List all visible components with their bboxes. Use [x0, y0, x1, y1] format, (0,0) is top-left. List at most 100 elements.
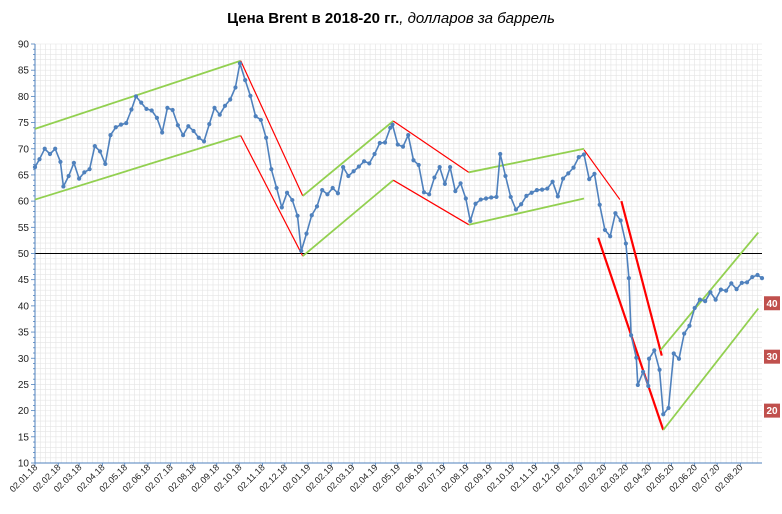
price-point — [427, 192, 432, 197]
price-point — [144, 106, 149, 112]
price-point — [361, 159, 367, 164]
y-tick-label: 70 — [18, 144, 30, 155]
level-label-text: 20 — [766, 406, 778, 417]
price-point — [739, 280, 744, 285]
price-point — [165, 105, 170, 110]
chart-title-units: , долларов за баррель — [399, 10, 555, 27]
price-point — [597, 202, 602, 207]
price-point — [534, 188, 539, 193]
level-label-box — [764, 296, 780, 311]
price-point — [708, 290, 713, 295]
price-point — [108, 133, 113, 138]
y-tick-label: 10 — [18, 459, 30, 470]
price-point — [432, 175, 437, 180]
price-point — [750, 274, 755, 280]
price-point — [372, 151, 377, 157]
price-point — [118, 122, 124, 127]
price-point — [71, 160, 76, 165]
price-point — [635, 382, 640, 388]
price-point — [437, 164, 442, 170]
price-point — [524, 193, 529, 198]
y-tick-label: 15 — [18, 432, 30, 443]
price-point — [356, 164, 361, 169]
price-point — [330, 185, 335, 191]
price-point — [212, 105, 217, 110]
price-point — [629, 333, 634, 338]
price-point — [703, 299, 708, 304]
price-point — [175, 123, 180, 128]
price-point — [395, 142, 400, 147]
price-point — [32, 164, 38, 170]
level-labels: 40 30 20 — [764, 296, 780, 418]
y-tick-label: 55 — [18, 223, 30, 234]
price-series — [32, 61, 765, 417]
y-tick-label: 40 — [18, 301, 30, 312]
price-point — [304, 231, 309, 236]
price-point — [228, 97, 233, 102]
price-point — [759, 276, 765, 281]
price-point — [755, 272, 760, 278]
price-point — [237, 61, 243, 66]
price-point — [483, 196, 489, 201]
price-point — [473, 201, 478, 206]
axes: 101520253035404550556065707580859002.01.… — [8, 40, 762, 494]
price-point — [367, 161, 372, 166]
price-point — [160, 130, 165, 135]
price-point — [201, 139, 207, 144]
price-point — [351, 169, 356, 174]
price-point — [222, 103, 228, 108]
price-point — [682, 331, 687, 336]
price-point — [448, 164, 453, 170]
price-point — [723, 288, 729, 293]
price-point — [129, 107, 134, 112]
price-point — [66, 173, 71, 179]
price-point — [325, 192, 330, 197]
price-point — [341, 164, 346, 170]
price-point — [503, 173, 508, 179]
trend-line-down — [240, 60, 304, 197]
price-point — [284, 190, 290, 195]
y-tick-label: 20 — [18, 406, 30, 417]
price-point — [42, 146, 47, 151]
price-point — [550, 179, 555, 184]
price-point — [243, 78, 248, 83]
price-point — [508, 194, 513, 200]
price-point — [97, 149, 103, 154]
price-point — [494, 194, 499, 200]
y-tick-label: 30 — [18, 354, 30, 365]
price-point — [170, 107, 175, 113]
price-point — [652, 348, 657, 353]
price-point — [233, 85, 238, 90]
trend-line-up — [34, 59, 241, 130]
price-point — [671, 351, 676, 356]
price-point — [657, 367, 662, 372]
y-tick-label: 75 — [18, 118, 30, 129]
price-point — [47, 151, 53, 157]
price-point — [299, 248, 304, 253]
price-point — [382, 140, 388, 145]
price-point — [697, 297, 703, 302]
price-point — [713, 297, 718, 302]
level-label-box — [764, 349, 780, 364]
price-point — [458, 181, 463, 186]
price-point — [309, 213, 314, 218]
chart-title: Цена Brent в 2018-20 гг., долларов за ба… — [0, 10, 782, 27]
price-point — [576, 155, 581, 160]
trend-line-down — [620, 200, 663, 356]
price-point — [442, 181, 447, 186]
price-point — [566, 171, 571, 176]
price-point — [411, 158, 416, 163]
price-point — [421, 190, 427, 195]
price-point — [453, 189, 458, 194]
price-point — [555, 194, 560, 199]
price-point — [560, 176, 566, 181]
price-point — [468, 218, 473, 224]
price-point — [390, 122, 395, 127]
price-point — [513, 207, 519, 212]
price-point — [388, 125, 393, 130]
price-point — [264, 135, 269, 140]
price-point — [744, 280, 750, 285]
price-point — [623, 241, 628, 246]
price-point — [82, 170, 87, 175]
